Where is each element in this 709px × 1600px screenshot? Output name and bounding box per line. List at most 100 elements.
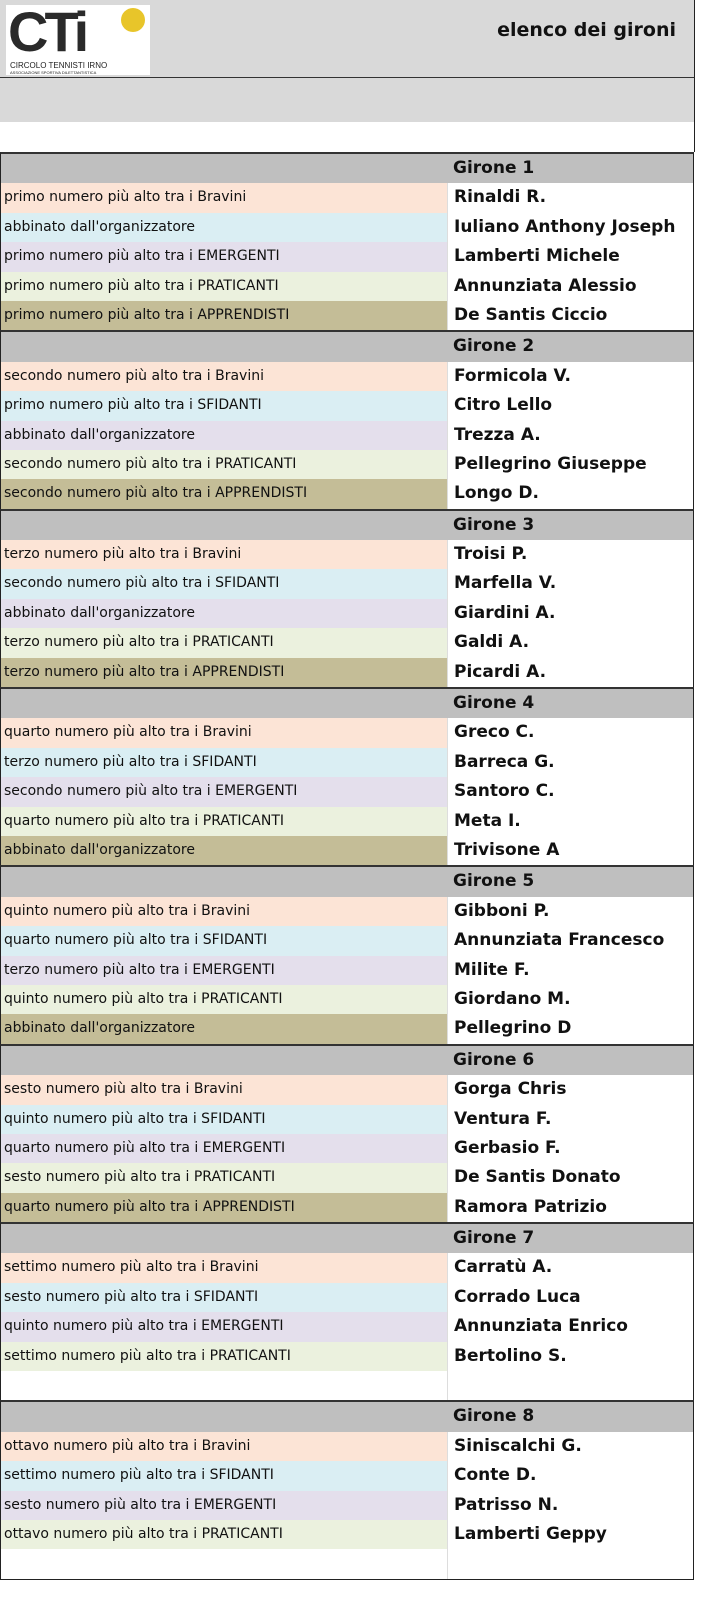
criteria-cell: sesto numero più alto tra i EMERGENTI <box>1 1490 447 1520</box>
table-row: quarto numero più alto tra i APPRENDISTI… <box>1 1192 693 1223</box>
player-name-cell: Corrado Luca <box>447 1282 693 1313</box>
table-row: terzo numero più alto tra i SFIDANTI Barr… <box>1 747 693 778</box>
table-row: sesto numero più alto tra i PRATICANTI De… <box>1 1163 693 1193</box>
player-name-cell: Gibboni P. <box>447 896 693 927</box>
girone-header: Girone 3 <box>1 510 693 541</box>
criteria-cell: primo numero più alto tra i PRATICANTI <box>1 271 447 301</box>
girone-title: Girone 5 <box>453 871 535 892</box>
girone-header: Girone 7 <box>1 1224 693 1254</box>
criteria-cell: abbinato dall'organizzatore <box>1 1014 447 1044</box>
table-row: primo numero più alto tra i SFIDANTI Citr… <box>1 391 693 421</box>
table-row: sesto numero più alto tra i SFIDANTI Corr… <box>1 1282 693 1313</box>
table-row: primo numero più alto tra i Bravini Rinal… <box>1 183 693 213</box>
header-left-cell <box>1 867 447 896</box>
player-name-cell: Lamberti Michele <box>447 242 693 272</box>
player-name-cell <box>447 1549 693 1579</box>
table-row: quarto numero più alto tra i SFIDANTI Ann… <box>1 926 693 956</box>
header-left-cell <box>1 1224 447 1253</box>
table-row: abbinato dall'organizzatore Pellegrino D <box>1 1014 693 1044</box>
table-row: terzo numero più alto tra i APPRENDISTI P… <box>1 657 693 688</box>
player-name-cell: Troisi P. <box>447 540 693 570</box>
table-row: quarto numero più alto tra i EMERGENTI Ge… <box>1 1133 693 1164</box>
criteria-cell: quarto numero più alto tra i APPRENDISTI <box>1 1192 447 1223</box>
table-row: primo numero più alto tra i EMERGENTI Lam… <box>1 242 693 272</box>
girone-title: Girone 2 <box>453 336 535 357</box>
table-row: secondo numero più alto tra i EMERGENTI S… <box>1 777 693 807</box>
player-name-cell: Annunziata Enrico <box>447 1312 693 1342</box>
table-row: quarto numero più alto tra i PRATICANTI M… <box>1 806 693 836</box>
criteria-cell <box>1 1549 447 1579</box>
table-row: primo numero più alto tra i PRATICANTI An… <box>1 271 693 301</box>
player-name-cell: Longo D. <box>447 479 693 509</box>
header-bar: CTi CIRCOLO TENNISTI IRNO ASSOCIAZIONE S… <box>0 0 695 77</box>
criteria-cell: abbinato dall'organizzatore <box>1 598 447 629</box>
header-band <box>0 77 695 122</box>
criteria-cell: terzo numero più alto tra i EMERGENTI <box>1 955 447 985</box>
header-left-cell <box>1 689 447 718</box>
table-row: secondo numero più alto tra i PRATICANTI… <box>1 449 693 480</box>
girone-header: Girone 4 <box>1 689 693 719</box>
player-name-cell: Conte D. <box>447 1461 693 1491</box>
girone-group: Girone 6 sesto numero più alto tra i Brav… <box>0 1043 694 1223</box>
player-name-cell: Rinaldi R. <box>447 183 693 213</box>
girone-group: Girone 4 quarto numero più alto tra i Bra… <box>0 687 694 866</box>
player-name-cell: Milite F. <box>447 955 693 985</box>
table-row: terzo numero più alto tra i Bravini Trois… <box>1 540 693 570</box>
logo-tagline: ASSOCIAZIONE SPORTIVA DILETTANTISTICA <box>10 70 97 75</box>
player-name-cell: Greco C. <box>447 718 693 748</box>
girone-header: Girone 8 <box>1 1402 693 1432</box>
criteria-cell: sesto numero più alto tra i SFIDANTI <box>1 1282 447 1313</box>
table-row: secondo numero più alto tra i Bravini For… <box>1 361 693 392</box>
player-name-cell: Lamberti Geppy <box>447 1519 693 1550</box>
table-row: terzo numero più alto tra i PRATICANTI Ga… <box>1 628 693 658</box>
spacer-row <box>0 122 695 152</box>
criteria-cell: ottavo numero più alto tra i Bravini <box>1 1431 447 1462</box>
criteria-cell: primo numero più alto tra i EMERGENTI <box>1 242 447 272</box>
groups-table: Girone 1 primo numero più alto tra i Brav… <box>0 152 694 1580</box>
player-name-cell: Patrisso N. <box>447 1490 693 1520</box>
criteria-cell: secondo numero più alto tra i APPRENDIST… <box>1 479 447 509</box>
header-left-cell <box>1 511 447 540</box>
table-row: primo numero più alto tra i APPRENDISTI D… <box>1 300 693 331</box>
header-left-cell <box>1 1402 447 1431</box>
player-name-cell: Citro Lello <box>447 391 693 421</box>
player-name-cell: Carratù A. <box>447 1253 693 1283</box>
player-name-cell: De Santis Donato <box>447 1163 693 1193</box>
table-row: settimo numero più alto tra i SFIDANTI Co… <box>1 1461 693 1491</box>
criteria-cell: terzo numero più alto tra i Bravini <box>1 540 447 570</box>
player-name-cell: Ventura F. <box>447 1104 693 1134</box>
player-name-cell: Barreca G. <box>447 747 693 778</box>
criteria-cell: primo numero più alto tra i Bravini <box>1 183 447 213</box>
tennis-ball-icon <box>121 8 145 32</box>
girone-group: Girone 7 settimo numero più alto tra i Br… <box>0 1222 694 1401</box>
player-name-cell: Santoro C. <box>447 777 693 807</box>
criteria-cell: settimo numero più alto tra i PRATICANTI <box>1 1341 447 1372</box>
girone-group: Girone 2 secondo numero più alto tra i Br… <box>0 330 694 509</box>
criteria-cell: settimo numero più alto tra i Bravini <box>1 1253 447 1283</box>
criteria-cell: ottavo numero più alto tra i PRATICANTI <box>1 1519 447 1550</box>
page-title: elenco dei gironi <box>497 19 676 41</box>
table-row: quarto numero più alto tra i Bravini Grec… <box>1 718 693 748</box>
criteria-cell: quarto numero più alto tra i PRATICANTI <box>1 806 447 836</box>
criteria-cell: abbinato dall'organizzatore <box>1 212 447 243</box>
table-row: secondo numero più alto tra i SFIDANTI Ma… <box>1 569 693 599</box>
player-name-cell: Bertolino S. <box>447 1341 693 1372</box>
table-row: abbinato dall'organizzatore Iuliano Antho… <box>1 212 693 243</box>
player-name-cell: Trezza A. <box>447 420 693 450</box>
criteria-cell: quarto numero più alto tra i SFIDANTI <box>1 926 447 956</box>
table-row: abbinato dall'organizzatore Trivisone A <box>1 835 693 866</box>
table-row: abbinato dall'organizzatore Trezza A. <box>1 420 693 450</box>
criteria-cell: terzo numero più alto tra i PRATICANTI <box>1 628 447 658</box>
player-name-cell: Annunziata Francesco <box>447 926 693 956</box>
girone-title: Girone 4 <box>453 693 535 714</box>
cti-logo: CTi CIRCOLO TENNISTI IRNO ASSOCIAZIONE S… <box>6 0 150 75</box>
criteria-cell: settimo numero più alto tra i SFIDANTI <box>1 1461 447 1491</box>
girone-header: Girone 5 <box>1 867 693 897</box>
table-row: quinto numero più alto tra i SFIDANTI Ven… <box>1 1104 693 1134</box>
table-row: abbinato dall'organizzatore Giardini A. <box>1 598 693 629</box>
criteria-cell: secondo numero più alto tra i EMERGENTI <box>1 777 447 807</box>
table-row: quinto numero più alto tra i Bravini Gibb… <box>1 896 693 927</box>
player-name-cell: Meta I. <box>447 806 693 836</box>
girone-title: Girone 1 <box>453 158 535 178</box>
